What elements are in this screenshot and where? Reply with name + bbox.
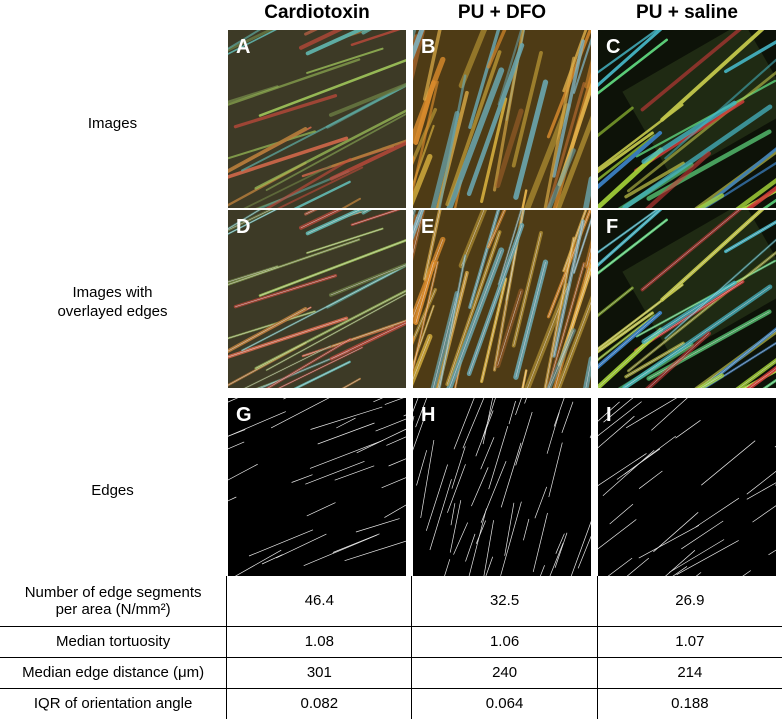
column-header-cardiotoxin: Cardiotoxin	[264, 2, 370, 23]
panel-letter-b: B	[421, 36, 436, 58]
fiber-micrograph-a	[228, 30, 406, 208]
fiber-overlay-f	[598, 210, 776, 388]
panel-letter-h: H	[421, 404, 436, 426]
row-label-edges: Edges	[0, 481, 225, 500]
metric-row: Median tortuosity 1.08 1.06 1.07	[0, 626, 782, 657]
panel-letter-c: C	[606, 36, 621, 58]
metric-label: Median tortuosity	[55, 633, 171, 650]
panel-i-edges: I	[598, 398, 776, 576]
panel-letter-g: G	[236, 404, 252, 426]
panel-letter-d: D	[236, 216, 251, 238]
row-label-line: overlayed edges	[57, 303, 168, 320]
metric-row: Number of edge segments per area (N/mm²)…	[0, 576, 782, 626]
panel-e-overlay: E	[413, 210, 591, 388]
metric-value: 240	[411, 657, 598, 688]
edge-map-i	[598, 398, 776, 576]
panel-d-overlay: D	[228, 210, 406, 388]
edge-map-h	[413, 398, 591, 576]
metrics-table: Number of edge segments per area (N/mm²)…	[0, 576, 782, 719]
panel-letter-i: I	[606, 404, 612, 426]
metric-row: Median edge distance (μm) 301 240 214	[0, 657, 782, 688]
metric-value: 1.07	[596, 626, 782, 657]
row-label-line: Images with	[72, 284, 153, 301]
metric-label: IQR of orientation angle	[33, 695, 193, 713]
metric-value: 0.064	[411, 688, 598, 719]
fiber-overlay-e	[413, 210, 591, 388]
row-label-overlay: Images with overlayed edges	[0, 283, 225, 321]
panel-g-edges: G	[228, 398, 406, 576]
metric-value: 301	[226, 657, 412, 688]
metric-value: 214	[596, 657, 782, 688]
metric-label: Median edge distance (μm)	[22, 664, 205, 681]
fiber-micrograph-c	[598, 30, 776, 208]
panel-f-overlay: F	[598, 210, 776, 388]
metric-value: 46.4	[226, 576, 412, 626]
metric-value: 32.5	[411, 576, 598, 626]
metric-label-line: per area (N/mm²)	[55, 600, 171, 618]
panel-letter-a: A	[236, 36, 251, 58]
panel-a-image: A	[228, 30, 406, 208]
metric-value: 1.08	[226, 626, 412, 657]
fiber-micrograph-b	[413, 30, 591, 208]
metric-label: Number of edge segments per area (N/mm²)	[0, 576, 227, 626]
panel-letter-e: E	[421, 216, 435, 238]
panel-h-edges: H	[413, 398, 591, 576]
metric-label-line: Number of edge segments	[24, 583, 202, 601]
column-header-pu-dfo: PU + DFO	[457, 2, 547, 23]
fiber-overlay-d	[228, 210, 406, 388]
panel-c-image: C	[598, 30, 776, 208]
row-label-line: Edges	[91, 482, 134, 499]
panel-letter-f: F	[606, 216, 619, 238]
row-label-line: Images	[87, 115, 138, 132]
edge-map-g	[228, 398, 406, 576]
metric-value: 0.188	[596, 688, 782, 719]
metric-value: 0.082	[226, 688, 412, 719]
metric-value: 26.9	[596, 576, 782, 626]
metric-row: IQR of orientation angle 0.082 0.064 0.1…	[0, 688, 782, 719]
metric-value: 1.06	[411, 626, 598, 657]
column-header-pu-saline: PU + saline	[636, 2, 738, 23]
panel-b-image: B	[413, 30, 591, 208]
row-label-images: Images	[0, 114, 225, 133]
